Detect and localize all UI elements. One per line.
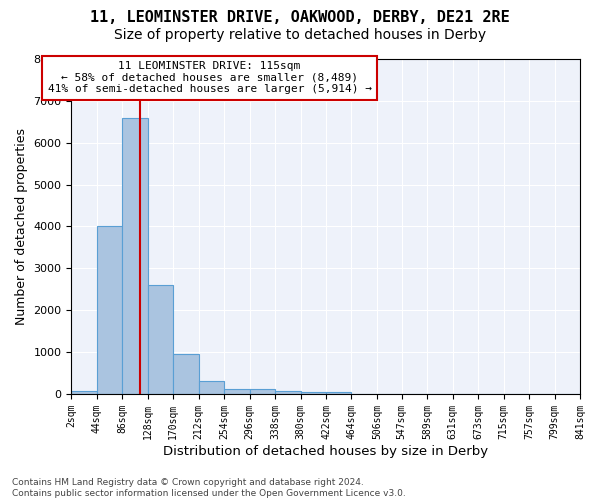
Text: 11 LEOMINSTER DRIVE: 115sqm
← 58% of detached houses are smaller (8,489)
41% of : 11 LEOMINSTER DRIVE: 115sqm ← 58% of det…: [47, 61, 371, 94]
Bar: [199, 382, 224, 394]
Bar: [326, 392, 352, 394]
Bar: [275, 391, 301, 394]
Bar: [301, 392, 326, 394]
Text: 11, LEOMINSTER DRIVE, OAKWOOD, DERBY, DE21 2RE: 11, LEOMINSTER DRIVE, OAKWOOD, DERBY, DE…: [90, 10, 510, 25]
Bar: [122, 118, 148, 394]
Bar: [224, 389, 250, 394]
Bar: [173, 354, 199, 394]
Bar: [97, 226, 122, 394]
Text: Size of property relative to detached houses in Derby: Size of property relative to detached ho…: [114, 28, 486, 42]
Text: Contains HM Land Registry data © Crown copyright and database right 2024.
Contai: Contains HM Land Registry data © Crown c…: [12, 478, 406, 498]
Bar: [148, 285, 173, 394]
X-axis label: Distribution of detached houses by size in Derby: Distribution of detached houses by size …: [163, 444, 488, 458]
Bar: [250, 389, 275, 394]
Bar: [71, 390, 97, 394]
Y-axis label: Number of detached properties: Number of detached properties: [15, 128, 28, 325]
